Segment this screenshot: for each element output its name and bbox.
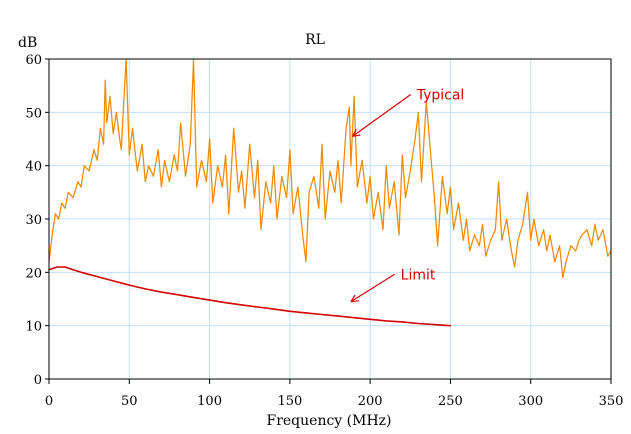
x-axis-label: Frequency (MHz) <box>266 413 391 429</box>
y-tick-label-6: 60 <box>25 53 42 68</box>
axis-layer: 0 50 100 150 200 250 300 350 0 10 20 30 40 50 60 <box>25 53 623 409</box>
x-tick-label-2: 100 <box>197 394 222 409</box>
annotation-arrow-typical <box>352 94 412 137</box>
grid-layer <box>49 59 611 379</box>
y-tick-label-2: 20 <box>25 266 42 281</box>
y-tick-label-5: 50 <box>25 106 42 121</box>
y-tick-label-0: 0 <box>34 373 42 388</box>
series-line-typical <box>48 58 612 279</box>
x-tick-label-6: 300 <box>518 394 543 409</box>
x-tick-label-7: 350 <box>599 394 624 409</box>
series-layer <box>48 58 612 327</box>
y-tick-label-3: 30 <box>25 213 42 228</box>
chart-title: RL <box>305 32 325 48</box>
y-tick-label-4: 40 <box>25 160 42 175</box>
x-tick-label-3: 150 <box>277 394 302 409</box>
annotation-arrow-limit <box>350 273 395 303</box>
annotation-layer: Typical Limit <box>350 88 465 303</box>
annotation-arrowhead-typical <box>351 129 361 137</box>
x-tick-label-0: 0 <box>45 394 53 409</box>
x-tick-label-4: 200 <box>358 394 383 409</box>
annotation-label-typical: Typical <box>416 88 465 104</box>
y-tick-label-1: 10 <box>25 320 42 335</box>
y-axis-label: dB <box>18 35 37 51</box>
annotation-arrowhead-limit <box>350 294 359 303</box>
annotation-label-limit: Limit <box>401 267 436 283</box>
x-tick-label-5: 250 <box>438 394 463 409</box>
x-tick-label-1: 50 <box>121 394 138 409</box>
series-line-limit <box>48 266 452 327</box>
